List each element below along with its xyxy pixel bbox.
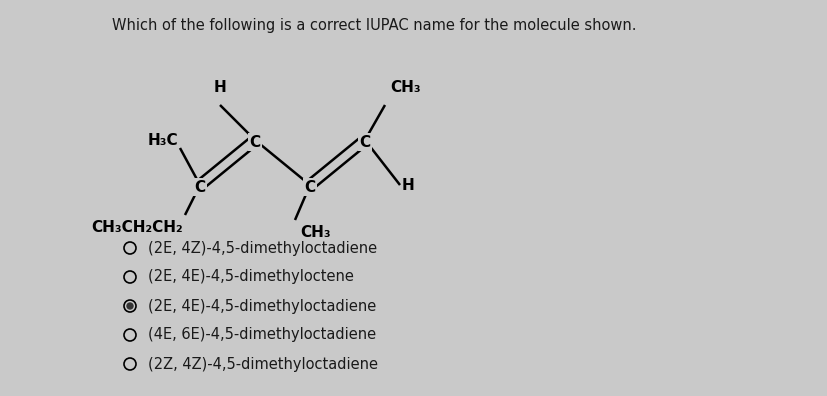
Text: (4E, 6E)-4,5-dimethyloctadiene: (4E, 6E)-4,5-dimethyloctadiene [148,327,375,343]
Text: (2E, 4E)-4,5-dimethyloctadiene: (2E, 4E)-4,5-dimethyloctadiene [148,299,375,314]
Text: (2E, 4E)-4,5-dimethyloctene: (2E, 4E)-4,5-dimethyloctene [148,270,353,284]
Text: H: H [213,80,226,95]
Text: C: C [249,135,261,150]
Text: C: C [304,179,315,194]
Text: CH₃CH₂CH₂: CH₃CH₂CH₂ [91,220,183,235]
Text: (2Z, 4Z)-4,5-dimethyloctadiene: (2Z, 4Z)-4,5-dimethyloctadiene [148,356,378,371]
Text: CH₃: CH₃ [299,225,330,240]
Text: H₃C: H₃C [147,133,178,147]
Text: (2E, 4Z)-4,5-dimethyloctadiene: (2E, 4Z)-4,5-dimethyloctadiene [148,240,376,255]
Text: C: C [194,179,205,194]
Text: Which of the following is a correct IUPAC name for the molecule shown.: Which of the following is a correct IUPA… [112,18,636,33]
Text: H: H [402,177,414,192]
Text: C: C [359,135,370,150]
Circle shape [127,303,133,309]
Text: CH₃: CH₃ [390,80,420,95]
